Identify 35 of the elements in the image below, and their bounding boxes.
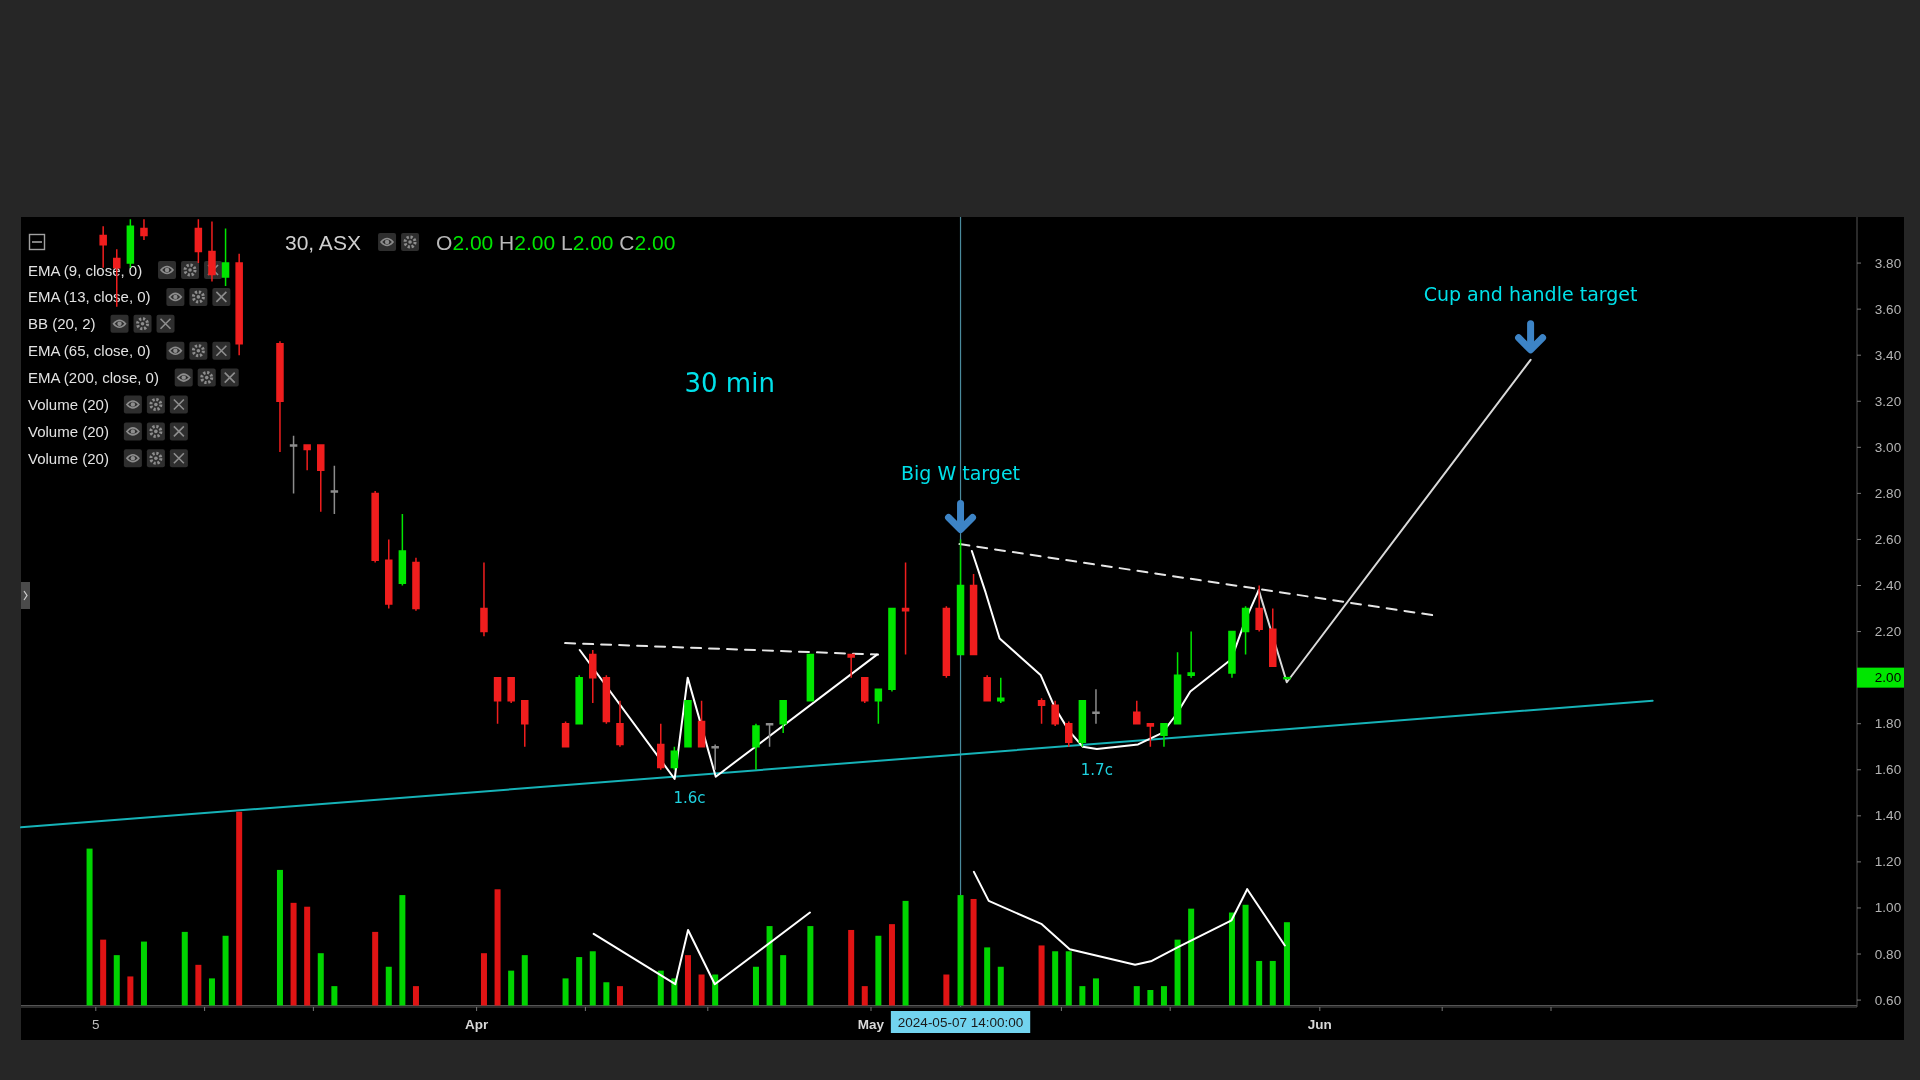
y-tick-label: 1.40 (1874, 808, 1902, 824)
y-tick-label: 3.20 (1874, 393, 1902, 409)
y-tick-label: 2.00 (1874, 670, 1902, 686)
x-tick-label: Jun (1307, 1016, 1332, 1032)
annotation: 1.7c (1080, 761, 1113, 780)
y-tick-label: 1.20 (1874, 854, 1902, 870)
annotation: Volume (20) (28, 449, 109, 467)
annotation: O2.00 H2.00 L2.00 C2.00 (436, 230, 676, 254)
y-tick-label: 0.80 (1874, 946, 1902, 962)
annotation: EMA (65, close, 0) (28, 342, 151, 360)
y-tick-label: 1.80 (1874, 716, 1902, 732)
annotation: Cup and handle target (1423, 282, 1638, 305)
y-tick-label: 2.60 (1874, 531, 1902, 547)
text: 30, ASX (285, 230, 361, 254)
y-tick-label: 1.60 (1874, 762, 1902, 778)
y-tick-label: 2.80 (1874, 485, 1902, 501)
annotation: Big W target (901, 462, 1021, 485)
y-tick-label: 0.60 (1874, 992, 1902, 1008)
y-tick-label: 3.40 (1874, 347, 1902, 363)
y-tick-label: 2.20 (1874, 624, 1902, 640)
annotation: Volume (20) (28, 422, 109, 440)
annotation: EMA (200, close, 0) (28, 369, 159, 387)
y-tick-label: 3.80 (1874, 255, 1902, 271)
text: 30 min (684, 367, 775, 398)
annotation: Volume (20) (28, 396, 109, 413)
annotation: BB (20, 2) (28, 315, 96, 333)
ref-line-label: 2024-05-07 14:00:00 (897, 1014, 1024, 1030)
y-tick-label: 2.40 (1874, 578, 1902, 594)
x-tick-label: Apr (464, 1016, 489, 1032)
y-tick-label: 3.60 (1874, 301, 1902, 317)
x-tick-label: 5 (92, 1016, 100, 1032)
y-tick-label: 1.00 (1874, 900, 1902, 916)
x-tick-label: May (857, 1016, 885, 1032)
y-tick-label: 3.00 (1874, 439, 1902, 455)
annotation: 1.6c (673, 788, 706, 807)
